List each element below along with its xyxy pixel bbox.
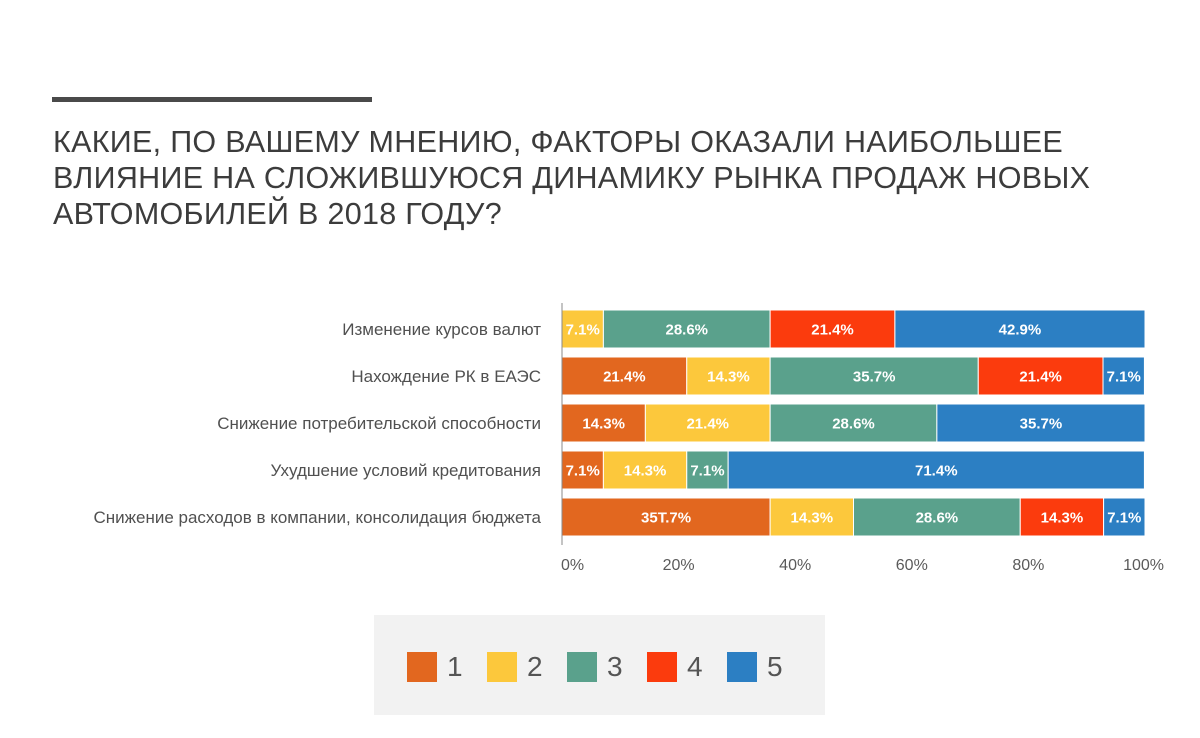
bar-segment	[769, 309, 896, 349]
category-label: Нахождение РК в ЕАЭС	[351, 367, 541, 386]
legend-swatch	[567, 652, 597, 682]
data-label: 21.4%	[603, 369, 646, 386]
data-label: 28.6%	[665, 322, 708, 339]
data-label: 42.9%	[999, 322, 1042, 339]
bar-segment	[1019, 497, 1105, 537]
data-label: 35.7%	[1020, 416, 1063, 433]
data-label: 71.4%	[915, 463, 958, 480]
x-tick-label: 20%	[663, 557, 695, 574]
data-label: 14.3%	[791, 510, 834, 527]
legend-label: 4	[687, 651, 703, 682]
bar-segment	[686, 450, 729, 490]
data-label: 7.1%	[1107, 510, 1141, 527]
data-label: 7.1%	[566, 463, 600, 480]
bar-segment	[602, 450, 688, 490]
data-label: 14.3%	[1041, 510, 1084, 527]
data-label: 14.3%	[624, 463, 667, 480]
data-label: 7.1%	[1107, 369, 1141, 386]
x-tick-label: 100%	[1123, 557, 1164, 574]
x-tick-label: 60%	[896, 557, 928, 574]
legend-label: 3	[607, 651, 623, 682]
legend-swatch	[647, 652, 677, 682]
bar-segment	[769, 356, 979, 396]
bar-segment	[686, 356, 771, 396]
data-label: 14.3%	[707, 369, 750, 386]
data-label: 7.1%	[566, 322, 600, 339]
bar-segment	[853, 497, 1021, 537]
legend-label: 1	[447, 651, 463, 682]
data-label: 28.6%	[832, 416, 875, 433]
x-tick-label: 40%	[779, 557, 811, 574]
category-label: Изменение курсов валют	[342, 320, 541, 339]
x-tick-label: 0%	[561, 557, 584, 574]
bar-segment	[561, 403, 646, 443]
data-label: 35T.7%	[641, 510, 691, 527]
data-label: 21.4%	[811, 322, 854, 339]
bar-segment	[602, 309, 771, 349]
bar-segment	[936, 403, 1146, 443]
x-tick-label: 80%	[1012, 557, 1044, 574]
data-label: 28.6%	[916, 510, 959, 527]
data-label: 14.3%	[582, 416, 625, 433]
bar-segment	[1103, 497, 1146, 537]
legend-label: 5	[767, 651, 783, 682]
category-label: Ухудшение условий кредитования	[271, 461, 542, 480]
bar-segment	[1102, 356, 1145, 396]
category-label: Снижение потребительской способности	[217, 414, 541, 433]
legend-swatch	[407, 652, 437, 682]
bar-segment	[727, 450, 1145, 490]
legend-swatch	[727, 652, 757, 682]
legend-swatch	[487, 652, 517, 682]
bar-segment	[894, 309, 1146, 349]
bar-segment	[561, 309, 604, 349]
legend-label: 2	[527, 651, 543, 682]
title-rule	[52, 97, 372, 102]
bar-segment	[977, 356, 1104, 396]
data-label: 21.4%	[1019, 369, 1062, 386]
data-label: 35.7%	[853, 369, 896, 386]
chart-legend: 1 2 3 4 5	[374, 615, 825, 715]
data-label: 7.1%	[690, 463, 724, 480]
bar-segment	[561, 450, 604, 490]
data-label: 21.4%	[686, 416, 729, 433]
bar-segment	[644, 403, 771, 443]
category-label: Снижение расходов в компании, консолидац…	[93, 508, 541, 527]
bar-segment	[769, 403, 938, 443]
page-title: КАКИЕ, ПО ВАШЕМУ МНЕНИЮ, ФАКТОРЫ ОКАЗАЛИ…	[53, 125, 1091, 231]
